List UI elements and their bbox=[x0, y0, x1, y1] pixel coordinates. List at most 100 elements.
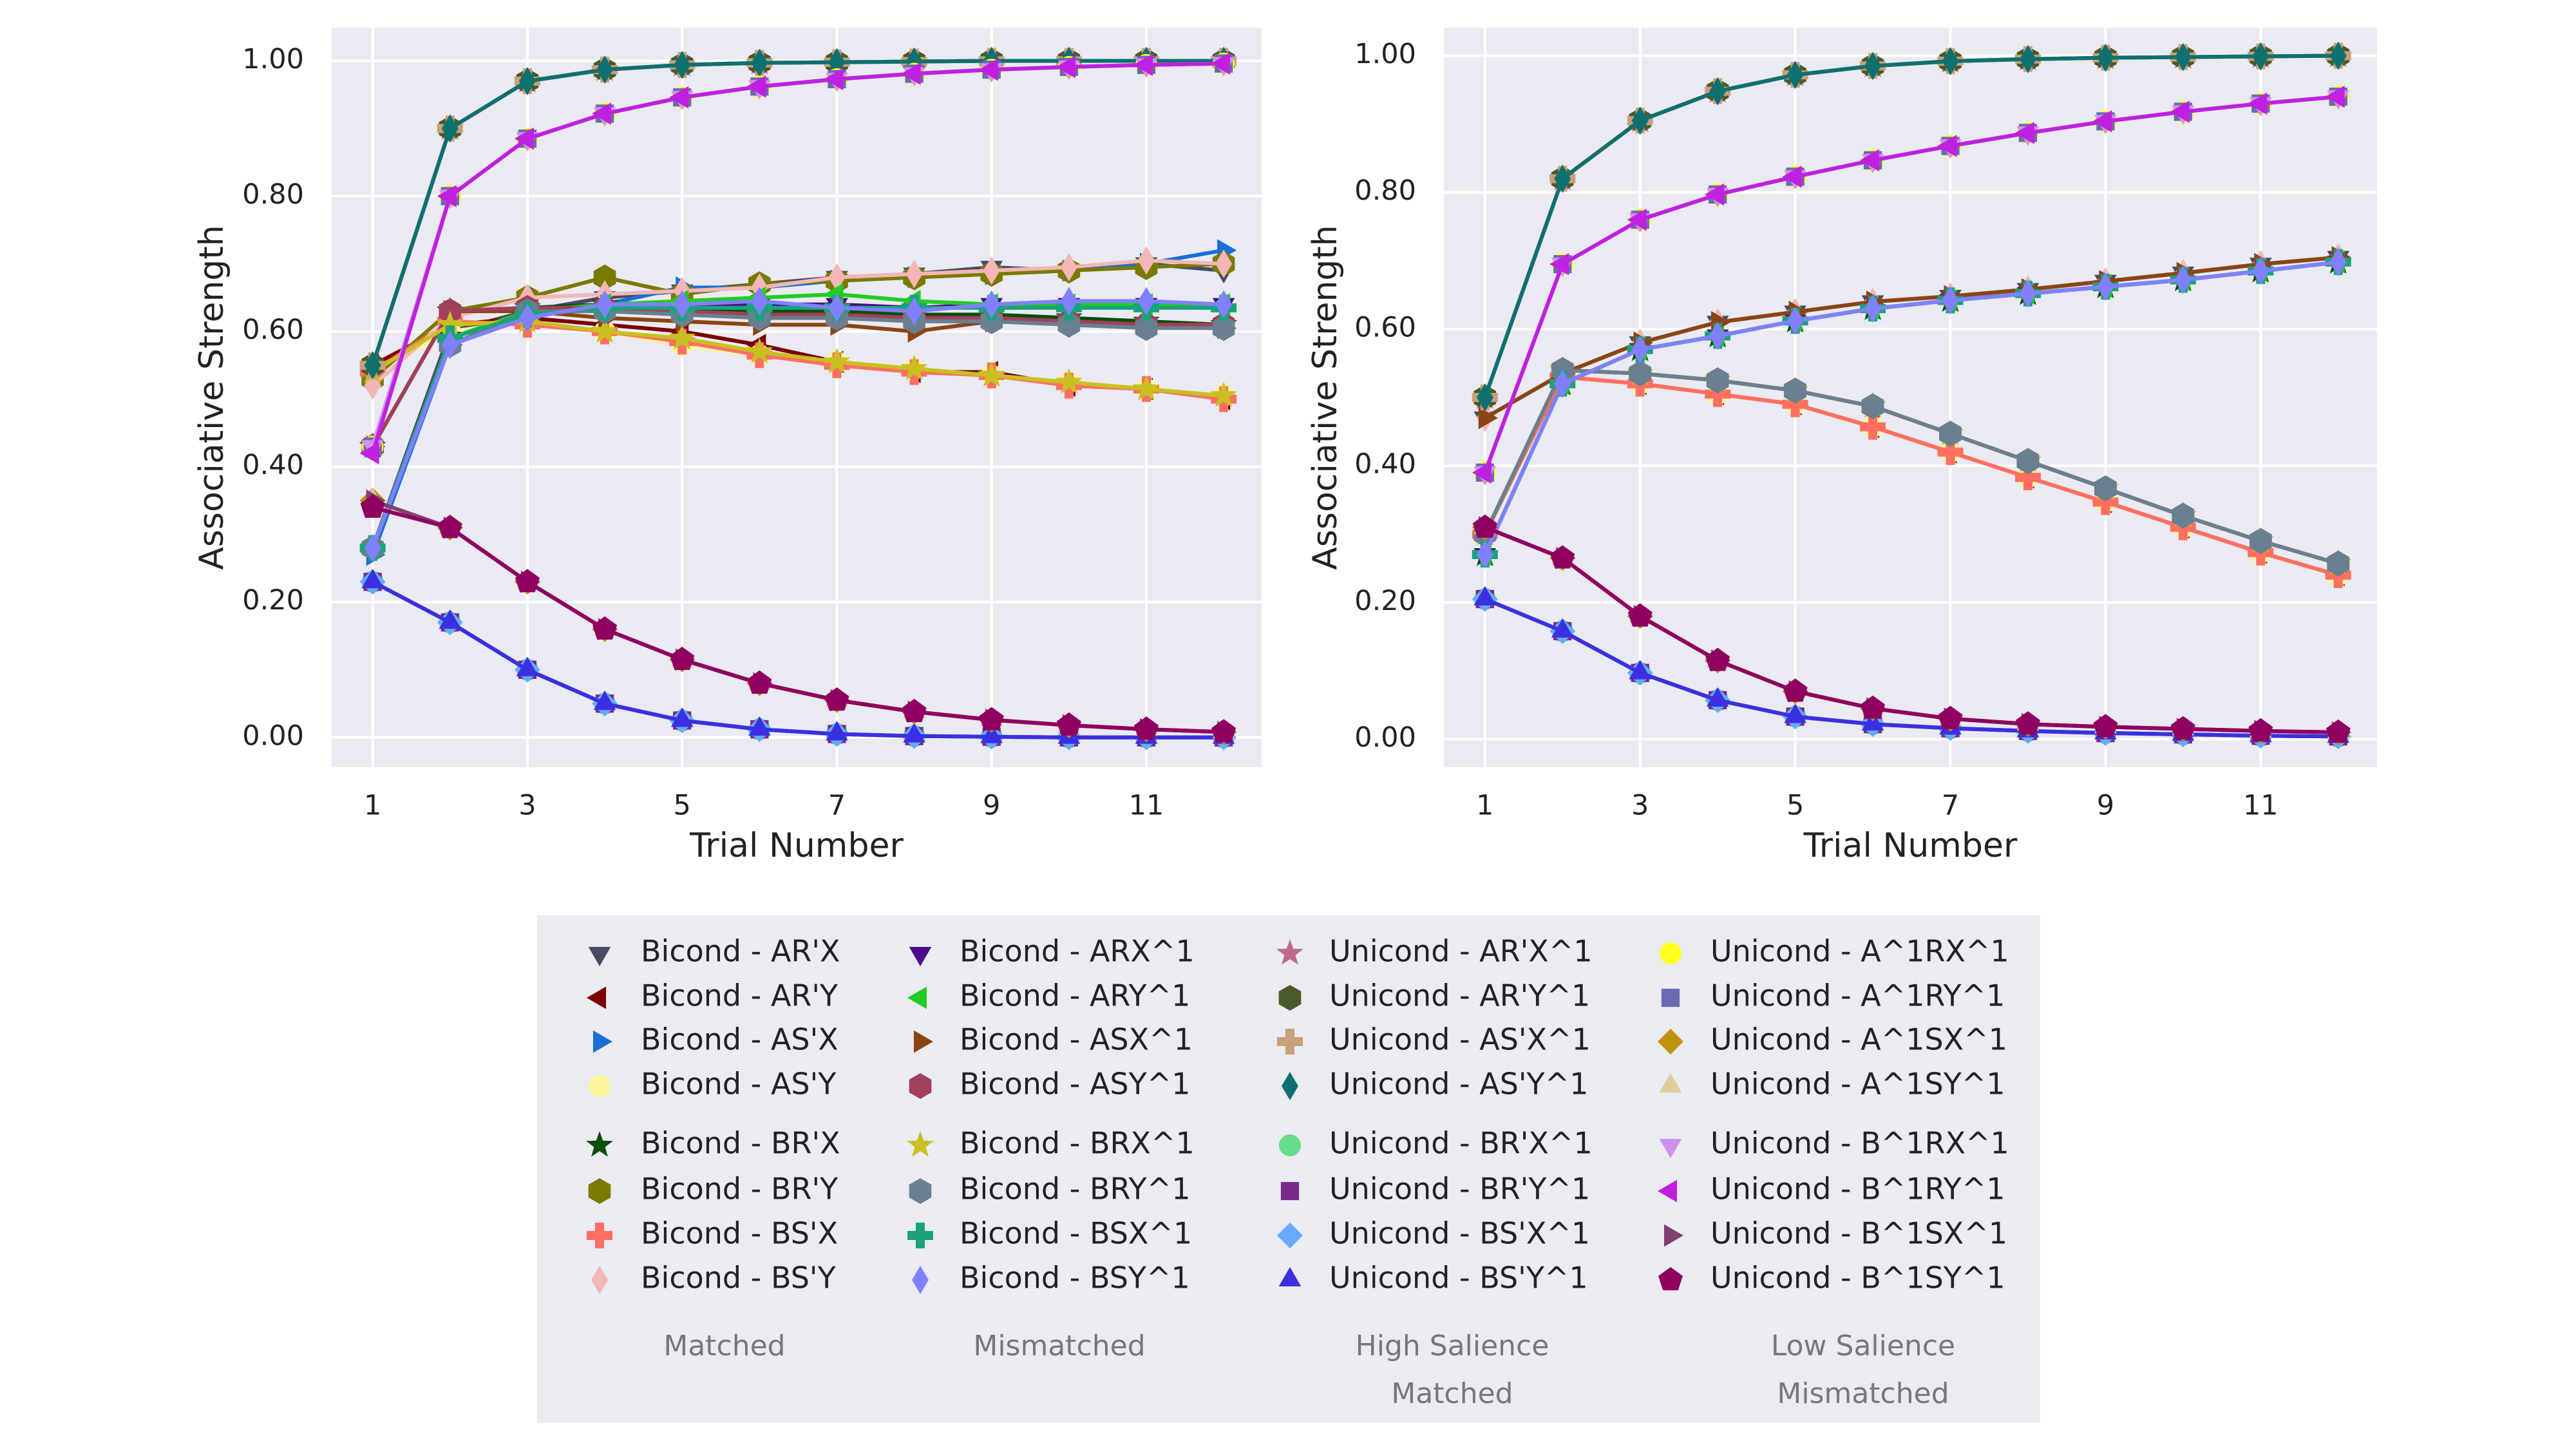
y-axis-label: Associative Strength bbox=[1306, 225, 1345, 570]
legend-label: Bicond - BSX^1 bbox=[960, 1216, 1192, 1251]
data-point bbox=[1864, 52, 1882, 81]
data-point bbox=[978, 361, 1005, 387]
data-point bbox=[746, 75, 766, 98]
data-point bbox=[747, 670, 772, 694]
y-tick-label: 0.80 bbox=[1354, 175, 1416, 207]
legend-marker bbox=[1661, 988, 1680, 1007]
data-point bbox=[748, 716, 771, 736]
legend-marker bbox=[909, 1073, 932, 1099]
data-point bbox=[441, 330, 459, 359]
legend-marker bbox=[587, 1223, 612, 1248]
y-axis-label: Associative Strength bbox=[193, 225, 231, 570]
data-point bbox=[1212, 315, 1235, 341]
data-point bbox=[1478, 406, 1498, 430]
data-point bbox=[1215, 249, 1233, 278]
x-tick-label: 9 bbox=[983, 790, 1000, 822]
legend-marker bbox=[912, 1266, 929, 1294]
data-point bbox=[2092, 110, 2112, 133]
data-point bbox=[1476, 540, 1493, 569]
data-point bbox=[2329, 41, 2347, 70]
data-point bbox=[669, 86, 689, 109]
data-point bbox=[1055, 368, 1083, 394]
series-line bbox=[371, 258, 1224, 387]
legend-marker bbox=[589, 1075, 611, 1097]
legend-group-label: Matched bbox=[663, 1330, 785, 1362]
data-point bbox=[592, 102, 612, 125]
data-point bbox=[980, 308, 1003, 334]
legend-marker bbox=[588, 947, 611, 966]
plot-area bbox=[1444, 28, 2377, 767]
legend-label: Unicond - A^1SX^1 bbox=[1710, 1022, 2007, 1057]
legend-marker bbox=[1279, 1134, 1301, 1156]
data-point bbox=[2248, 92, 2268, 115]
legend-marker bbox=[1280, 1181, 1300, 1201]
y-tick-label: 0.00 bbox=[1354, 721, 1416, 754]
data-point bbox=[1786, 307, 1804, 336]
legend-label: Bicond - BS'Y bbox=[641, 1261, 837, 1295]
y-tick-label: 0.00 bbox=[242, 720, 304, 752]
x-tick-label: 5 bbox=[674, 790, 691, 822]
data-point bbox=[674, 290, 691, 319]
legend-label: Unicond - BS'X^1 bbox=[1329, 1216, 1590, 1251]
data-point bbox=[1942, 286, 1959, 315]
legend-label: Bicond - AS'X bbox=[641, 1022, 838, 1057]
legend-marker bbox=[1658, 1267, 1683, 1291]
data-point bbox=[1472, 461, 1492, 484]
data-point bbox=[1550, 545, 1575, 569]
data-point bbox=[364, 351, 381, 380]
series-line bbox=[370, 299, 1224, 549]
data-point bbox=[905, 260, 923, 289]
data-point bbox=[1784, 377, 1806, 404]
data-point bbox=[593, 691, 616, 711]
data-point bbox=[364, 533, 381, 562]
legend-marker bbox=[1282, 1072, 1298, 1100]
legend-group-label: Matched bbox=[1391, 1377, 1513, 1410]
data-point bbox=[823, 347, 851, 374]
legend-label: Unicond - A^1RX^1 bbox=[1710, 934, 2009, 969]
data-point bbox=[1631, 335, 1649, 364]
legend-label: Bicond - BSY^1 bbox=[960, 1261, 1190, 1295]
legend-label: Bicond - ARY^1 bbox=[960, 978, 1190, 1013]
data-point bbox=[441, 114, 459, 143]
legend-marker bbox=[907, 1131, 934, 1157]
legend-marker bbox=[909, 1178, 932, 1204]
legend-marker bbox=[1659, 1073, 1682, 1092]
data-point bbox=[1705, 647, 1730, 671]
plot-area bbox=[332, 28, 1262, 767]
data-point bbox=[2014, 464, 2041, 491]
data-point bbox=[1861, 393, 1884, 419]
series-line bbox=[370, 61, 1224, 454]
legend-label: Bicond - ARX^1 bbox=[960, 934, 1195, 969]
data-point bbox=[2325, 719, 2351, 743]
data-point bbox=[2092, 489, 2119, 515]
data-point bbox=[1631, 106, 1649, 135]
data-point bbox=[2019, 279, 2036, 308]
data-point bbox=[828, 293, 846, 322]
data-point bbox=[1138, 287, 1155, 316]
x-tick-label: 5 bbox=[1786, 790, 1804, 822]
series: Unicond - BS'Y^1 bbox=[361, 569, 1235, 744]
data-point bbox=[1706, 687, 1729, 707]
data-point bbox=[515, 569, 540, 593]
data-point bbox=[1938, 705, 1963, 729]
series: Unicond - B^1SY^1 bbox=[360, 494, 1236, 743]
data-point bbox=[983, 256, 1000, 285]
legend-label: Bicond - BR'X bbox=[641, 1126, 840, 1161]
legend-marker bbox=[909, 947, 932, 966]
legend-marker bbox=[586, 1131, 613, 1157]
data-point bbox=[1133, 716, 1159, 740]
y-tick-label: 0.60 bbox=[1354, 311, 1416, 343]
legend-marker bbox=[1658, 1179, 1677, 1203]
data-point bbox=[1056, 55, 1075, 79]
data-point bbox=[1133, 53, 1153, 77]
series: Unicond - B^1SY^1 bbox=[1472, 514, 2351, 743]
data-point bbox=[516, 656, 539, 676]
data-point bbox=[1133, 374, 1160, 401]
data-point bbox=[2019, 44, 2036, 73]
legend-marker bbox=[914, 1030, 933, 1053]
legend-label: Unicond - AR'X^1 bbox=[1329, 934, 1593, 969]
legend-group-label: Mismatched bbox=[1777, 1377, 1949, 1410]
data-point bbox=[2325, 85, 2345, 108]
